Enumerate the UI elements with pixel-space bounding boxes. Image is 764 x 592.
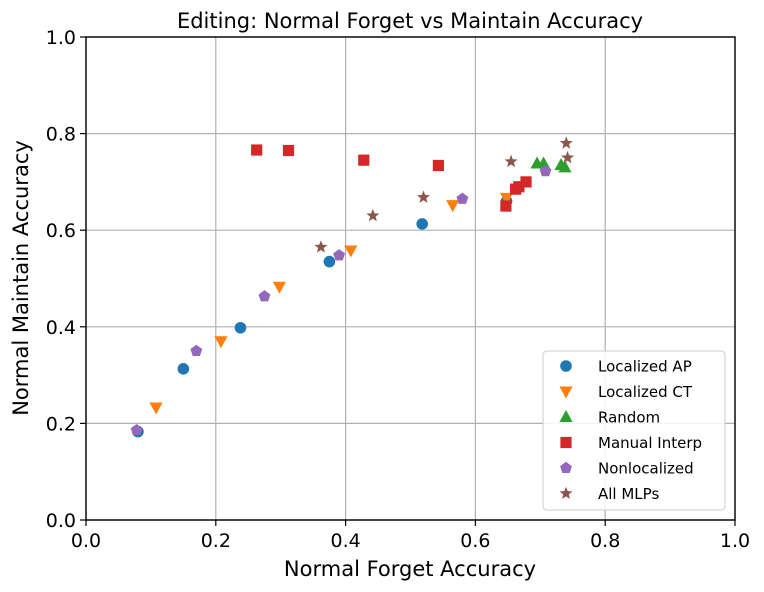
y-tick-label: 0.2	[46, 413, 76, 435]
legend-marker	[559, 486, 573, 499]
legend-label: Nonlocalized	[598, 460, 694, 478]
legend-label: Localized AP	[598, 358, 692, 376]
legend-label: Localized CT	[598, 383, 693, 401]
data-point	[366, 208, 380, 222]
legend: Localized AP Localized CT Random Manual Int…	[542, 350, 726, 511]
y-tick-label: 0.6	[46, 220, 76, 242]
data-point	[358, 154, 370, 166]
chart-title: Editing: Normal Forget vs Maintain Accur…	[177, 9, 643, 33]
legend-label: All MLPs	[598, 485, 659, 503]
x-axis-label: Normal Forget Accuracy	[284, 557, 536, 581]
data-point	[130, 423, 143, 436]
data-point	[446, 200, 460, 213]
y-axis-label: Normal Maintain Accuracy	[9, 140, 33, 416]
data-point	[258, 290, 271, 302]
series-manual-interp	[251, 144, 532, 212]
data-point	[539, 165, 552, 177]
data-point	[561, 150, 575, 164]
legend-marker	[560, 461, 572, 474]
data-point	[282, 144, 295, 157]
y-tick-label: 1.0	[46, 27, 76, 49]
axis-ticks: 0.0 0.2 0.4 0.6 0.8 1.0 0.0 0.2 0.4 0.6 0.8 1.0	[46, 27, 750, 552]
data-point	[323, 255, 336, 268]
plot-frame	[85, 36, 736, 521]
y-tick-label: 0.8	[46, 124, 76, 146]
data-point	[333, 249, 346, 261]
x-tick-label: 0.8	[590, 530, 620, 552]
x-tick-label: 0.6	[460, 530, 490, 552]
data-point	[558, 160, 572, 173]
y-tick-label: 0.0	[46, 510, 76, 532]
data-point	[456, 192, 469, 204]
data-point	[344, 245, 358, 258]
x-tick-label: 1.0	[720, 530, 750, 552]
data-point	[417, 190, 430, 203]
data-point	[234, 321, 247, 334]
legend-marker	[560, 360, 572, 372]
legend-label: Random	[598, 409, 660, 427]
data-point	[272, 281, 287, 294]
data-point	[177, 363, 190, 375]
x-tick-label: 0.0	[71, 530, 101, 552]
data-point	[149, 402, 163, 415]
data-point	[559, 136, 573, 149]
data-point	[190, 344, 203, 356]
legend-marker	[559, 386, 573, 399]
x-tick-label: 0.2	[201, 530, 231, 552]
data-point	[499, 192, 514, 205]
series-nonlocalized	[130, 165, 552, 436]
data-point	[504, 154, 518, 168]
data-point	[520, 176, 532, 188]
legend-marker	[560, 436, 572, 449]
data-point	[432, 159, 445, 172]
data-points	[130, 136, 575, 438]
legend-marker	[559, 410, 573, 422]
series-all-mlps	[314, 136, 575, 253]
series-random	[530, 156, 572, 173]
series-localized-ap	[132, 195, 513, 438]
y-tick-label: 0.4	[46, 317, 76, 339]
series-localized-ct	[149, 192, 514, 415]
legend-box	[542, 350, 726, 511]
data-point	[314, 240, 328, 253]
legend-label: Manual Interp	[598, 434, 702, 452]
x-tick-label: 0.4	[330, 530, 360, 552]
data-point	[416, 218, 428, 230]
data-point	[500, 200, 512, 212]
data-point	[536, 156, 551, 169]
data-point	[214, 336, 228, 349]
data-point	[251, 144, 263, 156]
data-point	[513, 181, 525, 193]
